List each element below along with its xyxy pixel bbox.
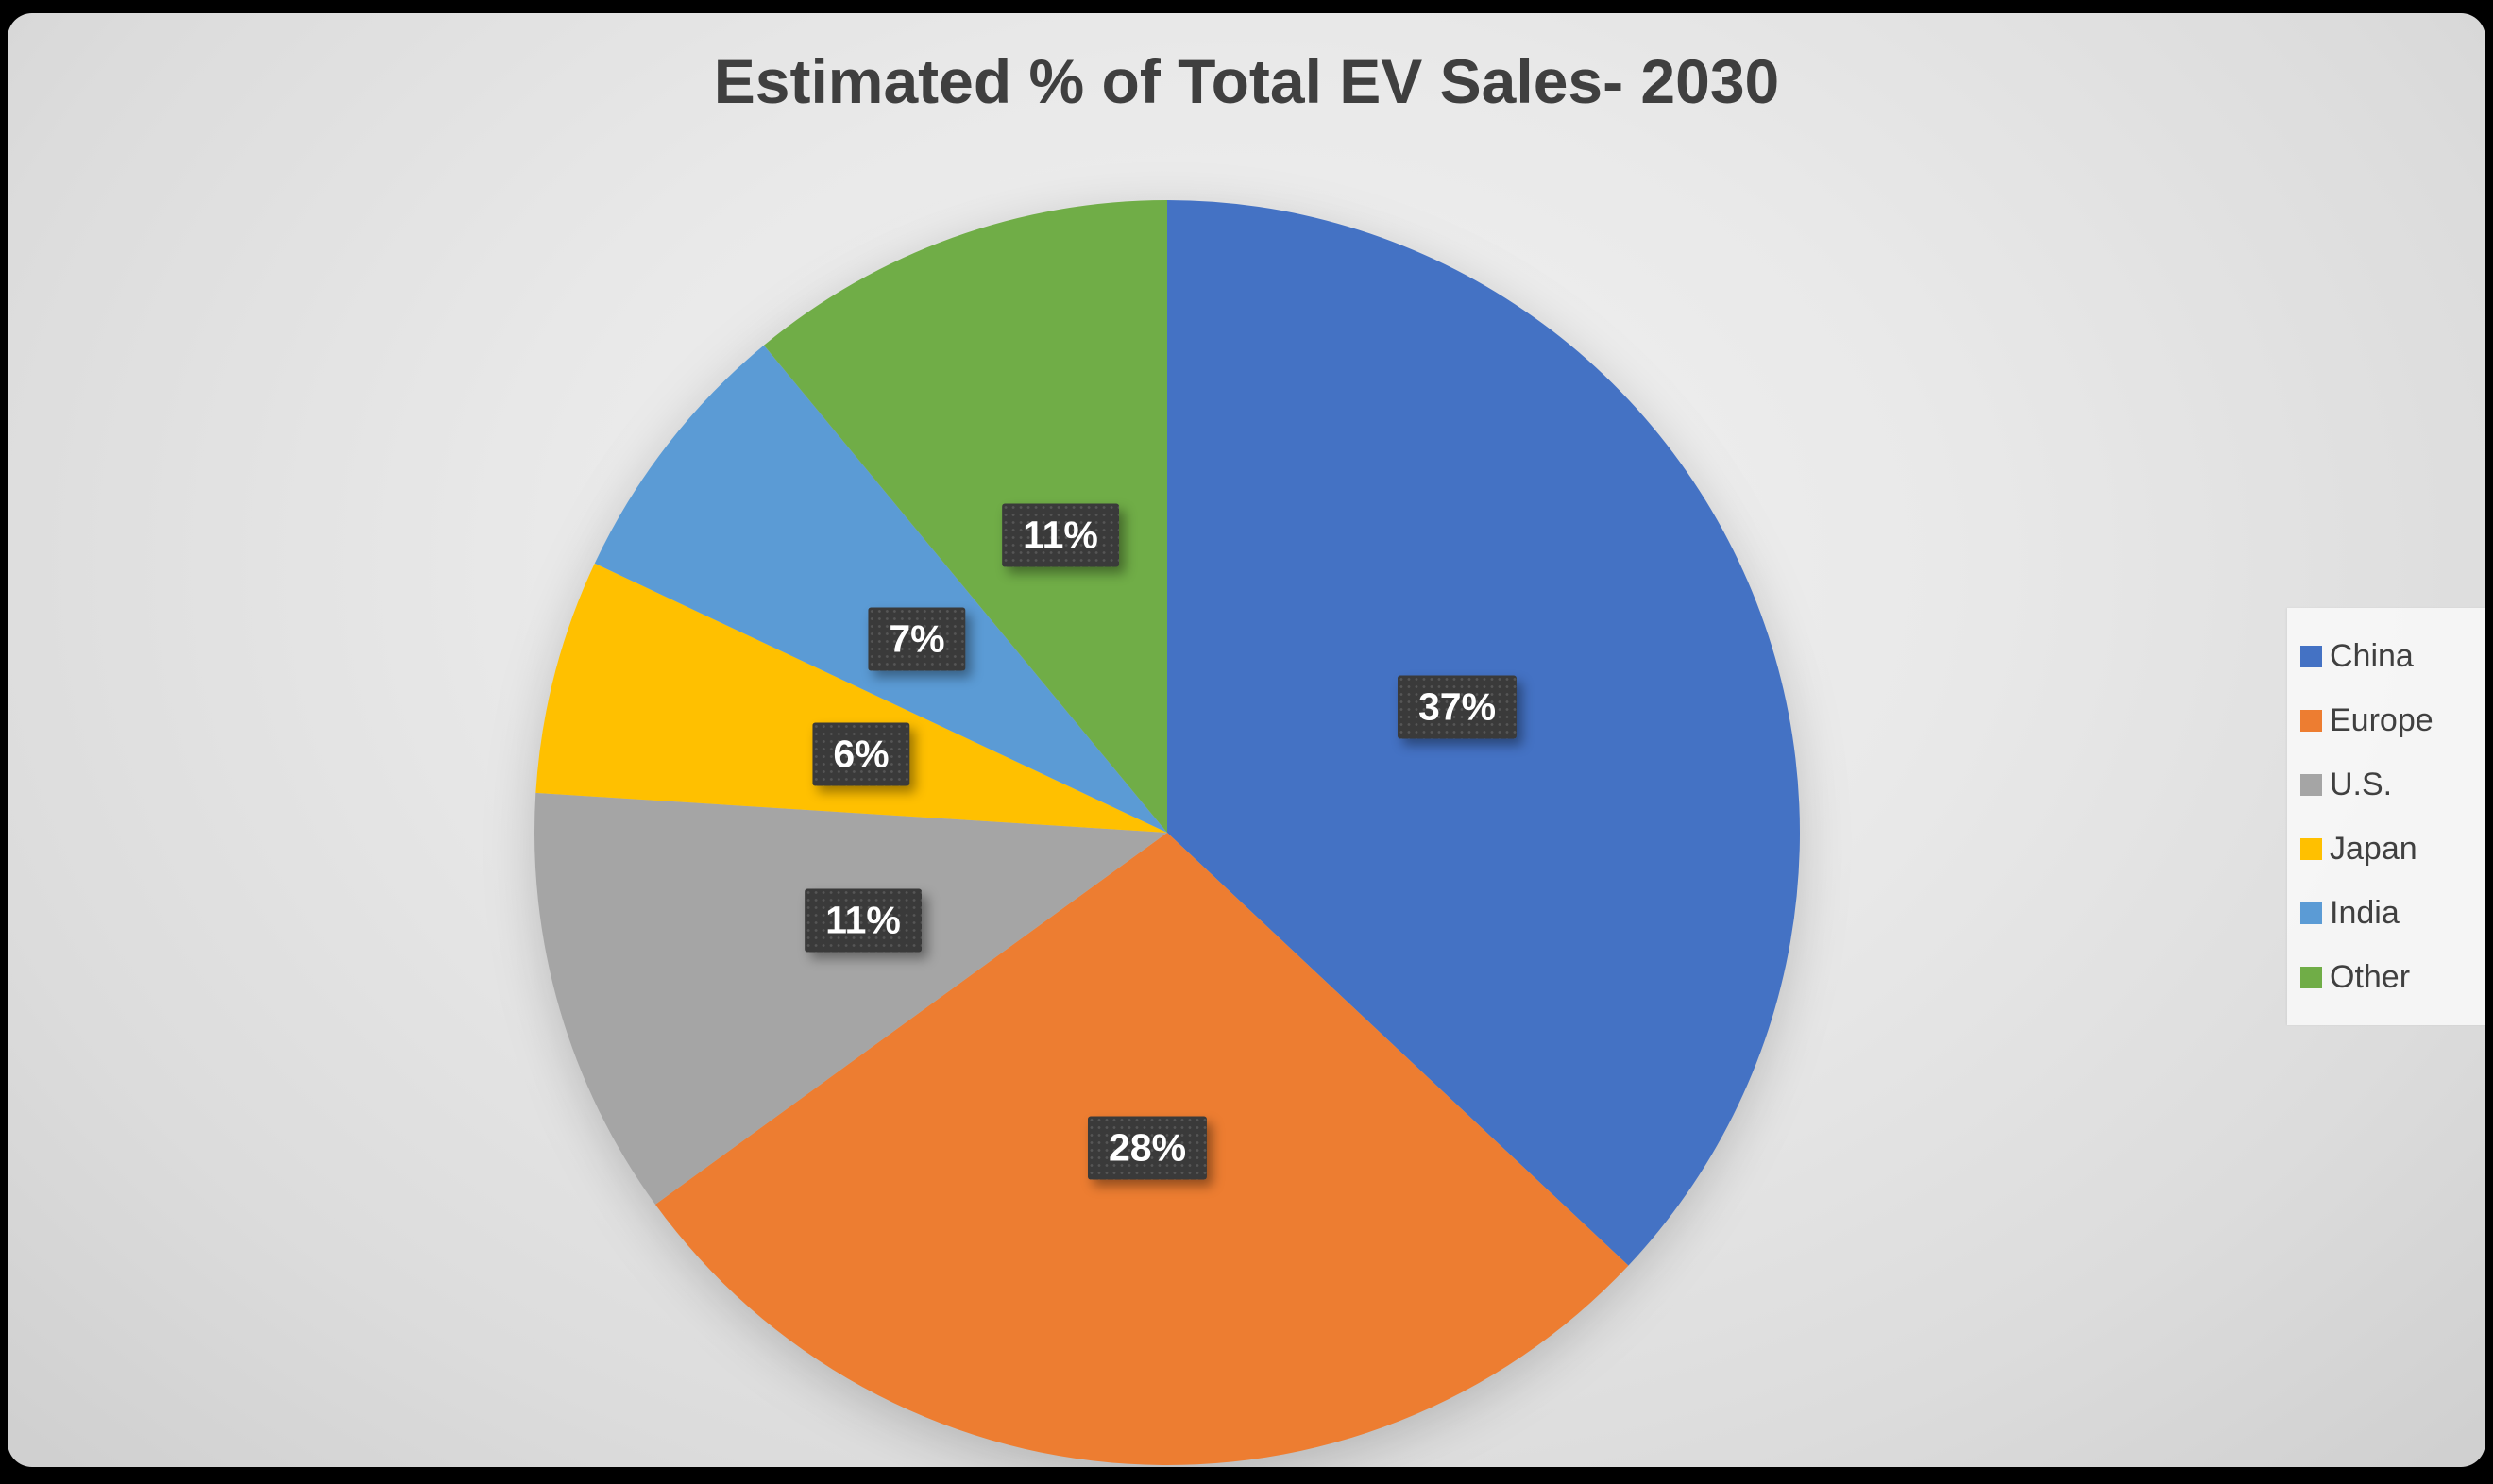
chart-title: Estimated % of Total EV Sales- 2030	[713, 46, 1780, 116]
legend-label-u-s: U.S.	[2330, 767, 2393, 802]
chart-area: Estimated % of Total EV Sales- 2030 Chin…	[8, 13, 2485, 1467]
legend-label-japan: Japan	[2330, 831, 2417, 867]
legend-label-india: India	[2330, 895, 2400, 931]
pie-slice-u-s	[534, 792, 1167, 1205]
legend-item-japan: Japan	[2300, 833, 2476, 865]
data-label-europe: 28%	[1087, 1116, 1208, 1180]
legend-label-china: China	[2330, 638, 2414, 674]
data-label-india: 7%	[868, 607, 966, 671]
pie-slice-india	[594, 345, 1167, 833]
legend-item-china: China	[2300, 640, 2476, 672]
legend-swatch-china	[2300, 645, 2322, 667]
legend-swatch-india	[2300, 902, 2322, 924]
pie-slice-japan	[535, 563, 1167, 833]
legend: China Europe U.S. Japan India Other	[2287, 608, 2485, 1025]
pie-chart	[534, 200, 1801, 1466]
legend-item-europe: Europe	[2300, 704, 2476, 736]
legend-item-other: Other	[2300, 961, 2476, 993]
legend-swatch-europe	[2300, 709, 2322, 732]
data-label-china: 37%	[1397, 675, 1518, 739]
legend-item-u-s: U.S.	[2300, 768, 2476, 801]
legend-label-other: Other	[2330, 959, 2411, 995]
legend-label-europe: Europe	[2330, 702, 2434, 738]
data-label-other: 11%	[1002, 503, 1119, 567]
data-label-japan: 6%	[812, 722, 910, 786]
pie-slice-other	[763, 200, 1167, 833]
legend-item-india: India	[2300, 897, 2476, 929]
data-label-u-s: 11%	[805, 888, 922, 953]
legend-swatch-u-s	[2300, 773, 2322, 796]
legend-swatch-other	[2300, 966, 2322, 988]
legend-swatch-japan	[2300, 837, 2322, 860]
